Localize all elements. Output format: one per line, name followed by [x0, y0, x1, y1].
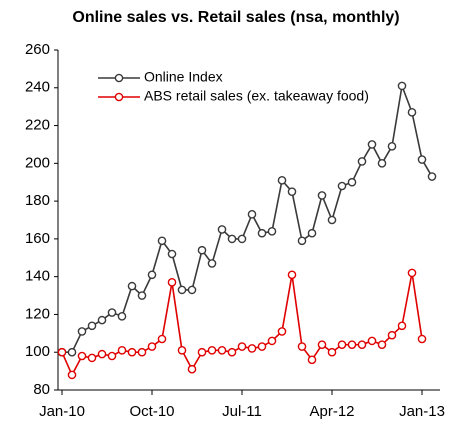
- data-point: [267, 227, 277, 236]
- y-tick-label: 100: [25, 343, 50, 360]
- y-tick-label: 160: [25, 230, 50, 247]
- data-point: [417, 155, 427, 164]
- data-point: [147, 342, 157, 351]
- data-point: [117, 312, 127, 321]
- data-point: [357, 157, 367, 166]
- data-point: [77, 327, 87, 336]
- data-point: [307, 228, 317, 238]
- data-point: [347, 340, 357, 349]
- data-point: [257, 228, 267, 238]
- x-tick-label: Jan-10: [39, 403, 85, 420]
- data-point: [407, 108, 417, 117]
- legend-marker: [114, 92, 124, 102]
- data-point: [127, 347, 137, 357]
- data-point: [387, 142, 397, 151]
- data-point: [317, 340, 327, 349]
- data-point: [207, 346, 217, 355]
- data-point: [247, 210, 257, 219]
- data-point: [337, 181, 347, 191]
- data-point: [297, 236, 307, 246]
- x-tick-label: Oct-10: [129, 403, 174, 420]
- y-tick-label: 220: [25, 117, 50, 134]
- data-point: [267, 336, 277, 346]
- data-point: [237, 234, 247, 244]
- data-point: [227, 347, 237, 357]
- data-point: [167, 249, 177, 259]
- data-point: [417, 334, 427, 344]
- y-tick-label: 80: [33, 381, 50, 398]
- data-point: [117, 346, 127, 355]
- data-point: [307, 355, 317, 365]
- series-line: [61, 272, 423, 377]
- data-point: [207, 259, 217, 268]
- data-point: [187, 364, 197, 374]
- chart-title: Online sales vs. Retail sales (nsa, mont…: [72, 9, 399, 26]
- data-point: [327, 215, 337, 225]
- y-tick-label: 260: [25, 41, 50, 58]
- data-point: [197, 347, 207, 357]
- data-point: [167, 278, 177, 287]
- data-point: [67, 347, 77, 357]
- data-point: [227, 234, 237, 244]
- data-point: [157, 334, 167, 344]
- data-point: [377, 159, 387, 168]
- legend-label: ABS retail sales (ex. takeaway food): [144, 88, 369, 104]
- legend-marker: [114, 73, 124, 83]
- data-point: [357, 340, 367, 349]
- data-point: [427, 172, 437, 181]
- data-point: [177, 346, 187, 355]
- data-point: [197, 245, 207, 255]
- data-point: [277, 327, 287, 336]
- data-point: [87, 353, 97, 363]
- data-point: [287, 270, 297, 280]
- data-point: [237, 342, 247, 351]
- data-point: [147, 270, 157, 280]
- data-point: [407, 268, 417, 278]
- y-tick-label: 200: [25, 154, 50, 171]
- y-tick-label: 240: [25, 79, 50, 96]
- data-point: [367, 336, 377, 346]
- data-point: [97, 349, 107, 359]
- data-point: [187, 285, 197, 295]
- data-point: [377, 340, 387, 349]
- x-tick-label: Jul-11: [222, 403, 262, 420]
- data-point: [67, 370, 77, 380]
- data-point: [127, 281, 137, 291]
- data-point: [327, 347, 337, 357]
- data-point: [57, 347, 67, 357]
- y-tick-label: 120: [25, 305, 50, 322]
- data-point: [97, 315, 107, 325]
- data-point: [277, 176, 287, 185]
- data-point: [297, 342, 307, 351]
- data-point: [107, 351, 117, 361]
- data-point: [337, 340, 347, 349]
- data-point: [137, 291, 147, 300]
- data-point: [317, 191, 327, 200]
- data-point: [177, 285, 187, 295]
- data-point: [217, 346, 227, 355]
- data-point: [217, 225, 227, 234]
- data-point: [397, 81, 407, 91]
- data-point: [77, 351, 87, 361]
- legend-label: Online Index: [144, 69, 223, 85]
- data-point: [157, 236, 167, 246]
- data-point: [347, 177, 357, 187]
- data-point: [367, 140, 377, 149]
- data-point: [87, 321, 97, 331]
- x-tick-label: Jan-13: [399, 403, 445, 420]
- y-tick-label: 180: [25, 192, 50, 209]
- data-point: [137, 347, 147, 357]
- data-point: [247, 344, 257, 353]
- series-line: [62, 82, 433, 354]
- x-tick-label: Apr-12: [309, 403, 354, 420]
- data-point: [387, 330, 397, 340]
- data-point: [257, 342, 267, 351]
- data-point: [107, 308, 117, 317]
- y-tick-label: 140: [25, 268, 50, 285]
- data-point: [397, 321, 407, 331]
- data-point: [287, 187, 297, 196]
